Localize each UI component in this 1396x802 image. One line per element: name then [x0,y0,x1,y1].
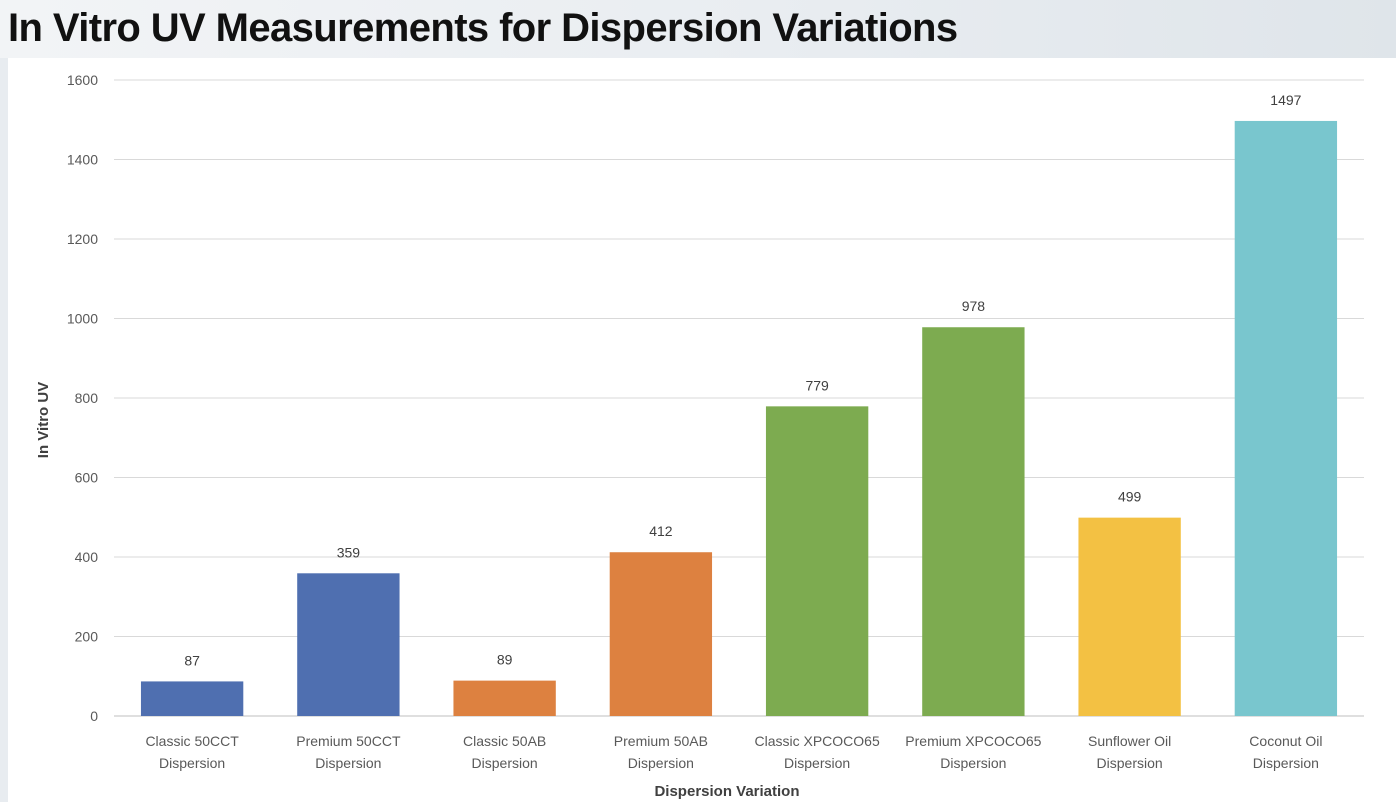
y-tick-label-600: 600 [75,470,99,486]
y-tick-label-1200: 1200 [67,231,98,247]
data-label-8: 1497 [1270,92,1301,108]
bar-5 [765,406,869,716]
x-category-label-5: Classic XPCOCO65 Dispersion [754,733,879,771]
bar-1 [140,681,244,716]
x-category-line: Dispersion [784,755,850,771]
x-category-line: Dispersion [940,755,1006,771]
bar-chart: 0 200 400 600 800 1000 1200 1400 1600 87 359 89 412… [35,72,1364,800]
bar-4 [609,552,713,716]
bar-2 [297,573,400,716]
page-title: In Vitro UV Measurements for Dispersion … [8,6,958,50]
left-margin-background [0,58,8,802]
x-category-line: Dispersion [472,755,538,771]
bar-7 [1078,517,1181,716]
chart-panel: 0 200 400 600 800 1000 1200 1400 1600 87 359 89 412… [8,58,1396,802]
data-label-3: 89 [497,652,513,668]
y-tick-label-0: 0 [90,708,98,724]
y-tick-label-400: 400 [75,549,99,565]
data-label-6: 978 [962,298,986,314]
bar-8 [1234,120,1338,716]
x-category-line: Classic 50AB [463,733,546,749]
data-label-4: 412 [649,523,673,539]
x-category-line: Dispersion [315,755,381,771]
x-category-line: Classic 50CCT [145,733,239,749]
data-label-2: 359 [337,544,361,560]
bar-6 [922,327,1025,716]
x-axis-categories: Classic 50CCT Dispersion Premium 50CCT Disp… [145,733,1322,771]
data-label-7: 499 [1118,489,1142,505]
x-category-line: Premium 50CCT [296,733,401,749]
x-category-line: Dispersion [1253,755,1319,771]
y-tick-label-800: 800 [75,390,99,406]
data-label-1: 87 [184,652,200,668]
x-axis-title: Dispersion Variation [654,783,799,800]
y-axis-title: In Vitro UV [35,382,52,458]
x-category-label-6: Premium XPCOCO65 Dispersion [905,733,1041,771]
x-category-label-4: Premium 50AB Dispersion [614,733,708,771]
data-label-5: 779 [805,377,829,393]
x-category-line: Sunflower Oil [1088,733,1171,749]
x-category-line: Dispersion [159,755,225,771]
x-category-line: Dispersion [628,755,694,771]
x-category-label-3: Classic 50AB Dispersion [463,733,546,771]
x-category-line: Premium XPCOCO65 [905,733,1041,749]
x-category-line: Classic XPCOCO65 [754,733,879,749]
x-category-label-8: Coconut Oil Dispersion [1249,733,1322,771]
title-banner-background [0,0,1396,58]
bar-3 [453,680,556,716]
bars [140,120,1338,716]
x-category-line: Premium 50AB [614,733,708,749]
y-tick-label-1000: 1000 [67,311,98,327]
data-labels: 87 359 89 412 779 978 499 1497 [184,92,1301,668]
y-tick-label-1600: 1600 [67,72,98,88]
x-category-label-2: Premium 50CCT Dispersion [296,733,401,771]
y-axis-ticks: 0 200 400 600 800 1000 1200 1400 1600 [67,72,98,724]
x-category-line: Dispersion [1097,755,1163,771]
y-tick-label-200: 200 [75,629,99,645]
x-category-label-1: Classic 50CCT Dispersion [145,733,239,771]
x-category-line: Coconut Oil [1249,733,1322,749]
y-tick-label-1400: 1400 [67,152,98,168]
x-category-label-7: Sunflower Oil Dispersion [1088,733,1171,771]
